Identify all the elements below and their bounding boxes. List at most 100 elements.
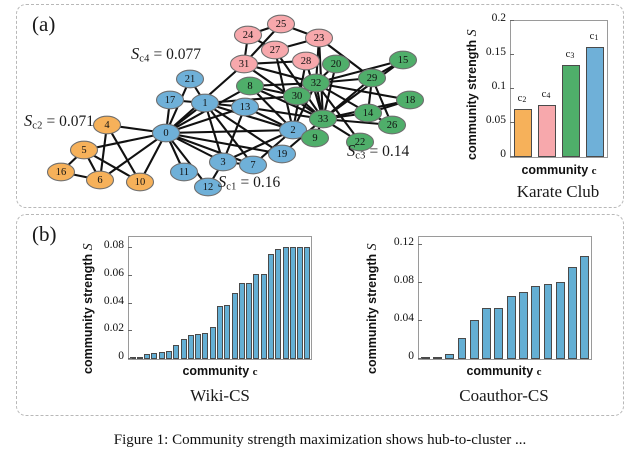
- bar[interactable]: [158, 352, 165, 359]
- bar[interactable]: [494, 308, 504, 359]
- bar[interactable]: [166, 351, 173, 359]
- graph-node-8[interactable]: 8: [235, 76, 265, 96]
- y-tick-mark: [510, 122, 514, 123]
- graph-node-30[interactable]: 30: [282, 86, 312, 106]
- graph-edge: [314, 58, 405, 85]
- karate-club-chart: community strength S 0 0.05 0.1 0.15 0.2 c2 c…: [452, 8, 612, 204]
- graph-node-29[interactable]: 29: [357, 68, 387, 88]
- node-ellipse: [395, 90, 425, 110]
- graph-node-27[interactable]: 27: [260, 40, 290, 60]
- graph-node-15[interactable]: 15: [388, 50, 418, 70]
- bar[interactable]: [586, 46, 604, 157]
- graph-node-16[interactable]: 16: [46, 162, 76, 182]
- graph-node-23[interactable]: 23: [304, 28, 334, 48]
- bar-top-label: c2: [517, 92, 527, 104]
- graph-node-20[interactable]: 20: [321, 54, 351, 74]
- node-label: 30: [292, 91, 303, 102]
- graph-node-5[interactable]: 5: [69, 140, 99, 160]
- bar[interactable]: [180, 339, 187, 359]
- bar[interactable]: [195, 333, 202, 359]
- bar[interactable]: [457, 337, 467, 359]
- y-tick-label: 0.06: [103, 266, 124, 279]
- bar[interactable]: [304, 247, 311, 359]
- bar[interactable]: [289, 247, 296, 359]
- graph-node-31[interactable]: 31: [229, 54, 259, 74]
- graph-node-21[interactable]: 21: [175, 69, 205, 89]
- node-label: 9: [312, 133, 317, 144]
- node-ellipse: [230, 97, 260, 117]
- graph-node-17[interactable]: 17: [155, 90, 185, 110]
- bar[interactable]: [231, 293, 238, 359]
- bar[interactable]: [568, 266, 577, 359]
- graph-node-1[interactable]: 1: [190, 93, 220, 113]
- bar[interactable]: [433, 357, 442, 359]
- panel-b-label: (b): [32, 222, 57, 246]
- bar-top-label: c4: [541, 88, 551, 100]
- graph-node-18[interactable]: 18: [395, 90, 425, 110]
- bar[interactable]: [519, 292, 528, 359]
- graph-node-2[interactable]: 2: [278, 120, 308, 140]
- node-ellipse: [321, 54, 351, 74]
- graph-node-6[interactable]: 6: [85, 170, 115, 190]
- bar[interactable]: [514, 108, 532, 157]
- node-label: 24: [243, 30, 254, 41]
- bar[interactable]: [246, 282, 253, 359]
- graph-node-10[interactable]: 10: [125, 172, 155, 192]
- y-tick-mark: [418, 358, 422, 359]
- bar[interactable]: [555, 281, 565, 359]
- graph-edge: [164, 131, 255, 167]
- graph-node-14[interactable]: 14: [353, 103, 383, 123]
- bar[interactable]: [136, 357, 143, 359]
- graph-node-3[interactable]: 3: [208, 152, 238, 172]
- node-ellipse: [345, 132, 375, 152]
- bar[interactable]: [202, 332, 209, 359]
- bar[interactable]: [217, 305, 223, 359]
- bar[interactable]: [187, 334, 194, 359]
- graph-node-13[interactable]: 13: [230, 97, 260, 117]
- node-label: 27: [270, 45, 281, 56]
- graph-node-25[interactable]: 25: [266, 14, 296, 34]
- bar[interactable]: [543, 283, 553, 359]
- bar[interactable]: [531, 285, 541, 359]
- graph-node-4[interactable]: 4: [92, 115, 122, 135]
- graph-edge: [203, 101, 255, 167]
- bar[interactable]: [445, 353, 455, 359]
- bar[interactable]: [469, 319, 479, 359]
- bar[interactable]: [151, 353, 158, 359]
- graph-node-19[interactable]: 19: [267, 144, 297, 164]
- bar[interactable]: [260, 273, 267, 359]
- graph-node-22[interactable]: 22: [345, 132, 375, 152]
- bar[interactable]: [282, 247, 289, 359]
- bar[interactable]: [209, 327, 216, 359]
- graph-node-9[interactable]: 9: [300, 128, 330, 148]
- bar[interactable]: [144, 354, 151, 359]
- graph-node-33[interactable]: 33: [308, 109, 338, 129]
- bar[interactable]: [562, 64, 580, 157]
- bar[interactable]: [482, 308, 491, 359]
- graph-node-24[interactable]: 24: [233, 25, 263, 45]
- graph-node-11[interactable]: 11: [169, 162, 199, 182]
- node-ellipse: [388, 50, 418, 70]
- y-tick-label: 0.04: [103, 294, 124, 307]
- graph-node-32[interactable]: 32: [301, 73, 331, 93]
- bar[interactable]: [580, 256, 590, 359]
- bar[interactable]: [275, 249, 282, 359]
- bar[interactable]: [420, 357, 430, 359]
- bar[interactable]: [538, 104, 556, 157]
- graph-node-26[interactable]: 26: [377, 115, 407, 135]
- bar[interactable]: [297, 247, 304, 359]
- bar[interactable]: [267, 254, 274, 359]
- bar[interactable]: [253, 274, 260, 359]
- bar[interactable]: [173, 345, 180, 359]
- bar[interactable]: [238, 282, 245, 359]
- graph-node-12[interactable]: 12: [193, 177, 223, 197]
- graph-node-0[interactable]: 0: [151, 123, 181, 143]
- y-tick-label: 0: [408, 350, 414, 362]
- node-ellipse: [233, 25, 263, 45]
- bar[interactable]: [224, 304, 231, 359]
- y-tick-label: 0.2: [491, 12, 506, 24]
- bar[interactable]: [506, 295, 516, 359]
- graph-node-28[interactable]: 28: [291, 51, 321, 71]
- graph-node-7[interactable]: 7: [238, 155, 268, 175]
- karate-xlabel: community c: [521, 163, 597, 177]
